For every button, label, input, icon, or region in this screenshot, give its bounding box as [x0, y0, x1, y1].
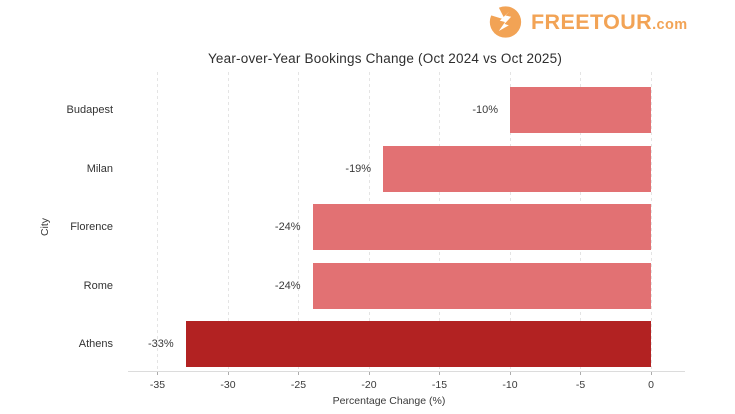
grid-line	[650, 72, 652, 371]
bar-value-label: -10%	[472, 104, 498, 116]
grid-line	[227, 72, 229, 371]
bar-value-label: -24%	[274, 279, 301, 292]
x-tick-label: -30	[220, 379, 236, 391]
x-tick-mark	[650, 371, 652, 375]
x-tick-mark	[298, 371, 299, 375]
x-tick-mark	[580, 371, 581, 375]
category-label: Milan	[86, 162, 113, 175]
x-tick-mark	[509, 371, 511, 375]
x-tick-label: 0	[648, 379, 654, 391]
category-label: Florence	[70, 221, 113, 233]
grid-line	[298, 72, 299, 371]
bar-athens	[185, 321, 651, 367]
x-tick-label: -15	[431, 379, 448, 391]
x-tick-label: -20	[361, 379, 377, 391]
x-tick-mark	[368, 371, 370, 375]
freetour-icon	[486, 3, 524, 41]
x-tick-label: -5	[575, 379, 586, 391]
bar-value-label: -24%	[274, 221, 301, 233]
brand-logo: FREETOUR .com	[486, 3, 688, 41]
brand-tld: .com	[652, 16, 688, 33]
x-tick-label: -35	[149, 379, 166, 391]
brand-wordmark: FREETOUR .com	[531, 10, 688, 35]
category-label: Budapest	[66, 104, 113, 116]
bar-budapest	[510, 87, 651, 133]
brand-name: FREETOUR	[531, 9, 653, 34]
x-tick-mark	[439, 371, 440, 375]
x-axis-title: Percentage Change (%)	[332, 395, 446, 407]
bar-value-label: -19%	[345, 162, 372, 175]
x-tick-label: -25	[290, 379, 307, 391]
x-tick-label: -10	[502, 379, 518, 391]
chart-title: Year-over-Year Bookings Change (Oct 2024…	[207, 51, 563, 66]
x-tick-mark	[157, 371, 158, 375]
bar-milan	[383, 145, 651, 192]
bar-florence	[312, 204, 651, 250]
category-label: Athens	[78, 338, 113, 350]
category-label: Rome	[83, 279, 113, 292]
x-tick-mark	[227, 371, 229, 375]
grid-line	[157, 72, 158, 371]
bar-rome	[312, 262, 651, 309]
x-axis-line	[128, 371, 685, 372]
bar-value-label: -33%	[148, 338, 174, 350]
